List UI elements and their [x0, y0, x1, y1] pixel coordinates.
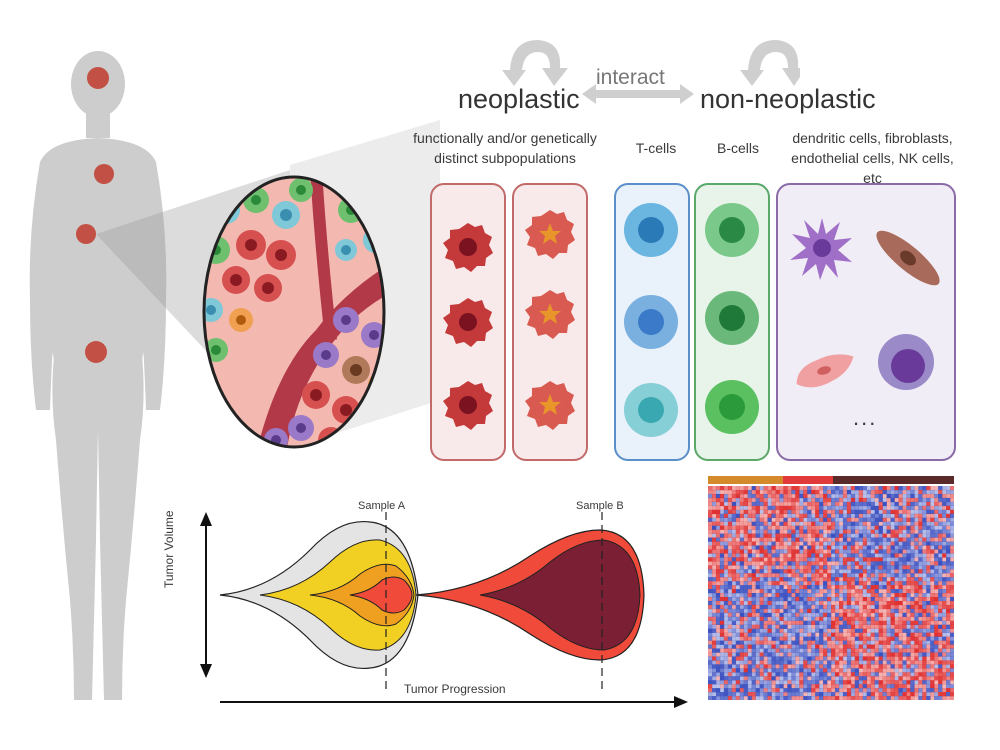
sample-a-growth — [219, 520, 419, 670]
annotation-segment — [833, 476, 954, 484]
non-neoplastic-heading: non-neoplastic — [700, 84, 876, 114]
b-cell — [705, 203, 759, 434]
fibroblast — [876, 230, 940, 286]
neoplastic-description: functionally and/or genetically distinct… — [413, 130, 597, 166]
b-cells-label: B-cells — [716, 140, 759, 156]
sample-b-label: Sample B — [576, 500, 624, 512]
t-cells-label: T-cells — [635, 140, 677, 156]
tumor-sites — [76, 67, 114, 363]
interaction-arrows — [502, 40, 800, 104]
interact-label: interact — [596, 66, 665, 89]
more-cells-ellipsis: ... — [853, 405, 878, 430]
nk-cell — [878, 334, 934, 390]
dendritic-cell — [790, 218, 852, 280]
tumor-growth-plot — [200, 512, 688, 708]
y-axis-label: Tumor Volume — [162, 510, 176, 588]
neoplastic-heading: neoplastic — [458, 84, 580, 114]
other-cells-panel — [776, 183, 956, 461]
other-cells-label: dendritic cells, fibroblasts, endothelia… — [791, 130, 954, 186]
expression-heatmap — [708, 476, 955, 701]
x-axis-label: Tumor Progression — [404, 682, 506, 696]
annotation-segment — [783, 476, 833, 484]
t-cell — [624, 203, 678, 437]
tumor-microenvironment-magnified — [202, 175, 386, 449]
annotation-segment — [708, 476, 783, 484]
sample-a-label: Sample A — [358, 500, 406, 512]
sample-b-growth — [415, 529, 645, 661]
endothelial-cell — [796, 354, 854, 388]
